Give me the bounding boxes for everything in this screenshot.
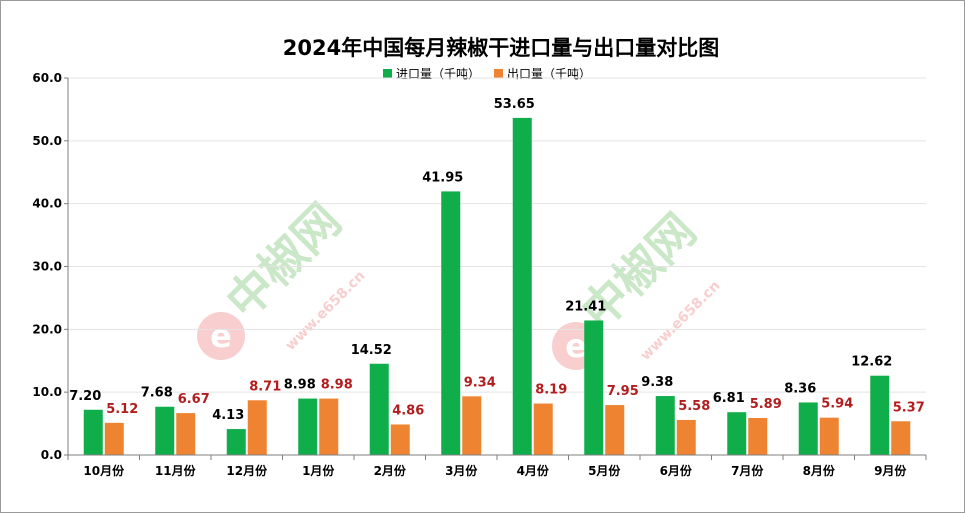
export-data-label: 6.67 bbox=[178, 392, 210, 407]
y-tick-label: 40.0 bbox=[32, 197, 62, 211]
legend-label-import: 进口量（千吨） bbox=[396, 67, 480, 81]
x-tick-label: 11月份 bbox=[155, 463, 197, 478]
export-bar bbox=[605, 405, 625, 455]
import-data-label: 7.68 bbox=[141, 386, 173, 401]
export-bar bbox=[390, 424, 410, 455]
x-tick-label: 4月份 bbox=[517, 463, 550, 478]
import-data-label: 21.41 bbox=[565, 299, 606, 314]
y-tick-label: 0.0 bbox=[41, 448, 62, 462]
export-data-label: 7.95 bbox=[607, 384, 639, 399]
export-data-label: 5.89 bbox=[750, 397, 782, 412]
x-tick-label: 12月份 bbox=[226, 463, 268, 478]
bars bbox=[83, 117, 911, 455]
export-bar bbox=[533, 403, 553, 455]
y-tick-label: 20.0 bbox=[32, 322, 62, 336]
import-bar bbox=[655, 396, 675, 455]
y-tick-label: 10.0 bbox=[32, 385, 62, 399]
import-data-label: 8.98 bbox=[284, 378, 316, 393]
export-bar bbox=[319, 398, 339, 455]
legend-swatch-import bbox=[383, 69, 392, 78]
import-bar bbox=[798, 402, 818, 455]
export-bar bbox=[462, 396, 482, 455]
legend-label-export: 出口量（千吨） bbox=[507, 67, 591, 81]
export-data-label: 8.98 bbox=[321, 378, 353, 393]
export-bar bbox=[104, 422, 124, 455]
import-bar bbox=[727, 412, 747, 455]
x-tick-label: 2月份 bbox=[374, 463, 407, 478]
import-data-label: 6.81 bbox=[713, 391, 745, 406]
x-tick-label: 9月份 bbox=[874, 463, 907, 478]
import-data-label: 41.95 bbox=[422, 170, 463, 185]
legend-swatch-export bbox=[494, 69, 503, 78]
export-bar bbox=[247, 400, 267, 455]
x-tick-label: 6月份 bbox=[660, 463, 693, 478]
watermark-logo-letter: e bbox=[565, 327, 587, 365]
export-data-label: 5.12 bbox=[106, 402, 138, 417]
export-data-label: 5.94 bbox=[821, 397, 853, 412]
x-tick-label: 10月份 bbox=[83, 463, 125, 478]
export-data-label: 5.58 bbox=[678, 399, 710, 414]
x-tick-label: 5月份 bbox=[588, 463, 621, 478]
export-bar bbox=[819, 417, 839, 455]
legend: 进口量（千吨） 出口量（千吨） bbox=[383, 67, 591, 81]
import-data-label: 9.38 bbox=[641, 375, 673, 390]
watermark-logo-circle bbox=[197, 312, 245, 360]
import-data-label: 4.13 bbox=[212, 408, 244, 423]
x-tick-label: 1月份 bbox=[302, 463, 335, 478]
import-bar bbox=[155, 406, 175, 455]
import-bar bbox=[369, 363, 389, 455]
axes: 0.0 10.0 20.0 30.0 40.0 50.0 60.0 10月份 11月份 12月份 1… bbox=[32, 71, 927, 478]
export-bar bbox=[676, 419, 696, 455]
import-bar bbox=[226, 429, 246, 455]
import-bar bbox=[441, 191, 461, 455]
export-bar bbox=[748, 417, 768, 455]
export-data-label: 5.37 bbox=[893, 400, 925, 415]
import-data-label: 14.52 bbox=[351, 343, 392, 358]
data-labels: 7.205.127.68 6.674.138.71 8.98 8.9814.524.8… bbox=[69, 97, 925, 423]
import-data-label: 7.20 bbox=[69, 389, 101, 404]
x-tick-label: 7月份 bbox=[731, 463, 764, 478]
import-bar bbox=[870, 375, 890, 455]
x-tick-label: 3月份 bbox=[445, 463, 478, 478]
export-bar bbox=[891, 421, 911, 455]
import-data-label: 8.36 bbox=[784, 381, 816, 396]
y-tick-label: 50.0 bbox=[32, 134, 62, 148]
import-data-label: 53.65 bbox=[494, 97, 535, 112]
export-data-label: 8.19 bbox=[535, 383, 567, 398]
watermark-logo-letter: e bbox=[210, 317, 232, 355]
import-bar bbox=[83, 409, 103, 455]
y-tick-label: 60.0 bbox=[32, 71, 62, 85]
import-bar bbox=[584, 320, 604, 455]
y-tick-label: 30.0 bbox=[32, 260, 62, 274]
export-data-label: 9.34 bbox=[464, 375, 496, 390]
export-data-label: 8.71 bbox=[249, 379, 281, 394]
grid bbox=[68, 77, 926, 393]
chart-title: 2024年中国每月辣椒干进口量与出口量对比图 bbox=[283, 36, 719, 60]
import-bar bbox=[298, 398, 318, 455]
import-bar bbox=[512, 117, 532, 455]
import-data-label: 12.62 bbox=[851, 355, 892, 370]
x-tick-label: 8月份 bbox=[803, 463, 836, 478]
export-data-label: 4.86 bbox=[392, 403, 424, 418]
export-bar bbox=[176, 413, 196, 455]
